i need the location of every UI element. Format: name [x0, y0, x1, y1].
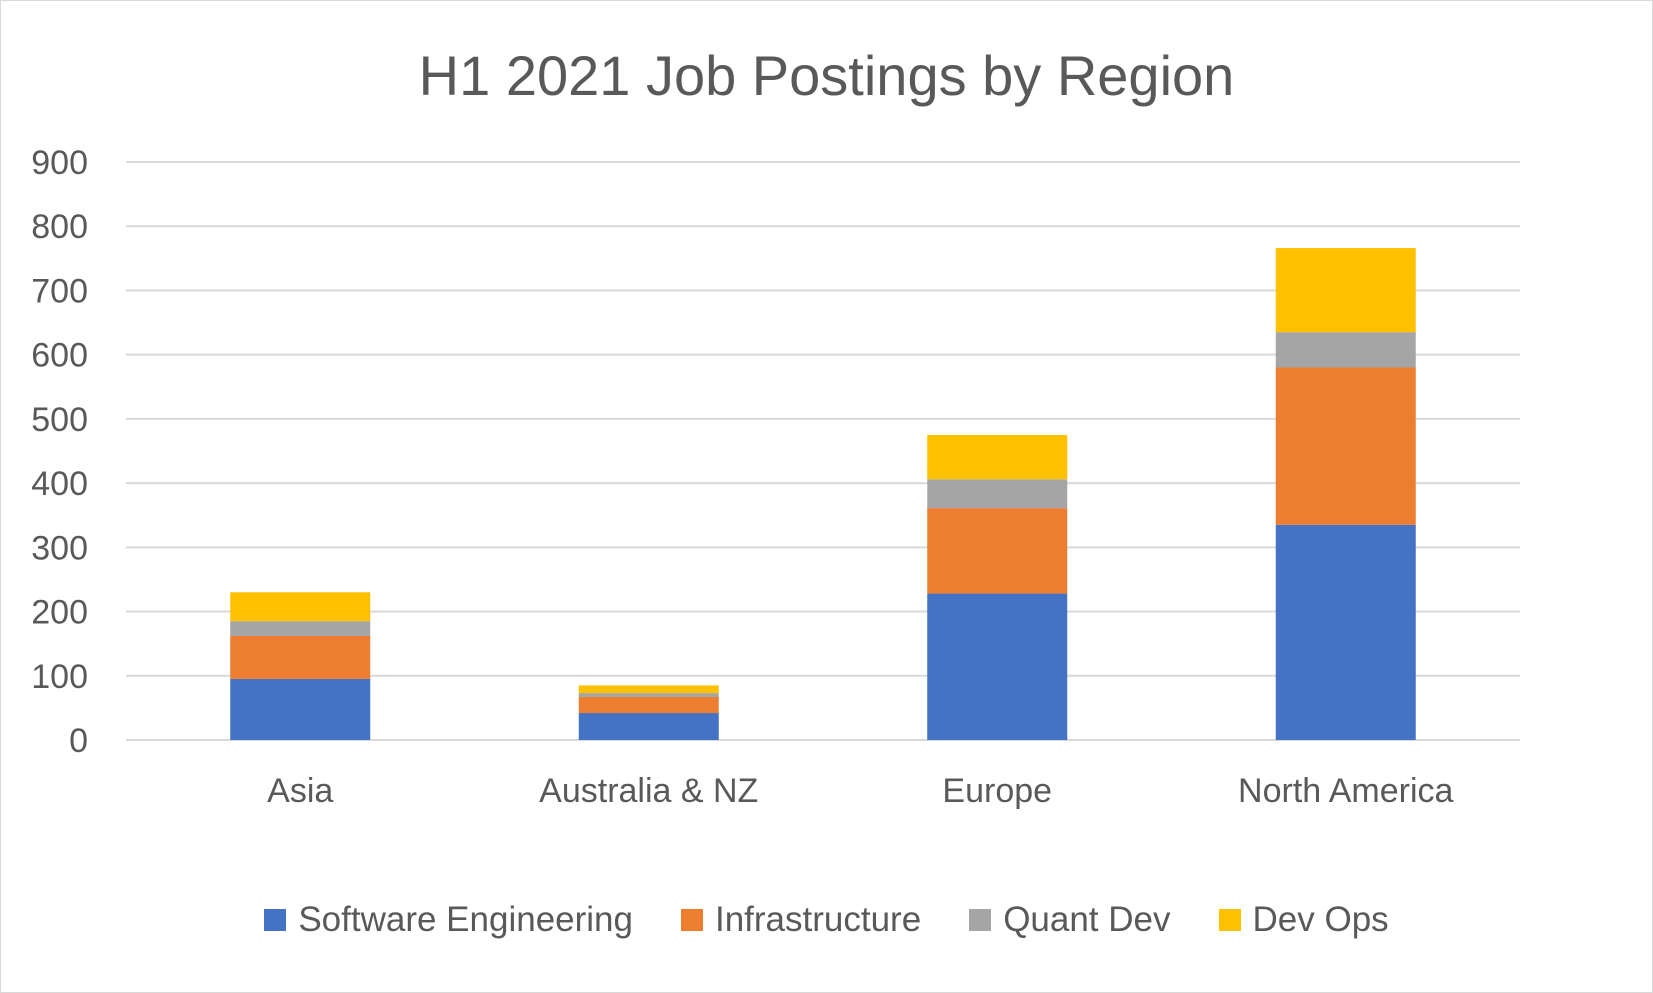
legend-swatch	[680, 909, 703, 931]
legend-label: Software Engineering	[298, 900, 633, 939]
bar-segment	[578, 713, 719, 740]
legend-label: Infrastructure	[714, 900, 922, 939]
legend-item: Software Engineering	[264, 900, 633, 940]
bar-segment	[230, 678, 371, 740]
bar-segment	[230, 635, 371, 679]
bar-segment	[230, 592, 371, 622]
y-tick-label: 700	[31, 272, 88, 310]
x-tick-label: North America	[1238, 772, 1453, 810]
bar-segment	[578, 693, 719, 697]
x-tick-label: Asia	[267, 772, 333, 810]
bar-segment	[927, 593, 1068, 740]
legend-item: Infrastructure	[680, 900, 922, 940]
bar-segment	[230, 621, 371, 636]
chart-title: H1 2021 Job Postings by Region	[418, 44, 1235, 107]
x-tick-label: Australia & NZ	[539, 772, 758, 810]
bar-segment	[927, 508, 1068, 594]
y-tick-label: 0	[69, 722, 88, 760]
y-tick-label: 500	[31, 401, 88, 439]
chart-legend: Software Engineering Infrastructure Quant …	[0, 900, 1653, 940]
legend-swatch	[969, 909, 992, 931]
bar-segment	[1275, 248, 1416, 333]
bar-segment	[927, 434, 1068, 480]
y-tick-label: 900	[31, 144, 88, 182]
legend-item: Quant Dev	[969, 900, 1171, 940]
y-tick-label: 600	[31, 337, 88, 375]
y-tick-label: 200	[31, 594, 88, 632]
y-tick-label: 300	[31, 529, 88, 567]
legend-label: Quant Dev	[1003, 900, 1171, 939]
legend-swatch	[1218, 909, 1241, 931]
y-tick-label: 800	[31, 208, 88, 246]
bar-segment	[1275, 367, 1416, 525]
bar-segment	[927, 479, 1068, 509]
bar-segment	[1275, 332, 1416, 368]
legend-swatch	[264, 909, 287, 931]
y-tick-label: 400	[31, 465, 88, 503]
x-tick-label: Europe	[942, 772, 1052, 810]
bar-segment	[578, 685, 719, 694]
legend-item: Dev Ops	[1218, 900, 1389, 940]
bar-segment	[1275, 524, 1416, 740]
y-tick-label: 100	[31, 658, 88, 696]
bar-segment	[578, 696, 719, 714]
legend-label: Dev Ops	[1252, 900, 1389, 939]
